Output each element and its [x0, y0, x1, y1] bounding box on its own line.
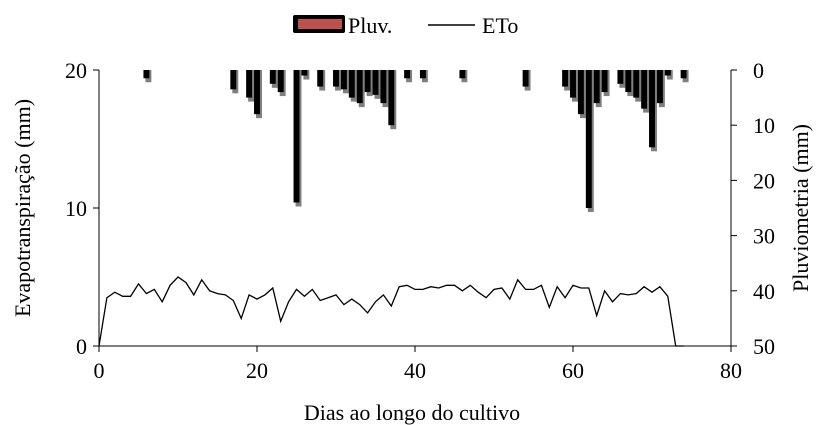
rain-bar	[459, 70, 466, 79]
rain-bar	[562, 70, 569, 87]
right-y-tick-label: 0	[753, 58, 764, 83]
axes	[98, 70, 732, 347]
rain-bar	[230, 70, 237, 90]
legend-label-eto: ETo	[482, 13, 518, 38]
rain-bar	[625, 70, 632, 93]
right-y-tick-label: 30	[753, 224, 775, 249]
rain-bar	[601, 70, 608, 93]
right-y-tick-label: 10	[753, 113, 775, 138]
legend-swatch-pluv-inner	[298, 19, 342, 29]
rain-bar	[593, 70, 600, 104]
legend: Pluv. ETo	[293, 13, 518, 38]
x-tick-label: 80	[720, 358, 742, 383]
x-tick-label: 60	[562, 358, 584, 383]
rain-bar	[317, 70, 324, 87]
rain-bar	[356, 70, 363, 104]
left-y-tick-label: 10	[65, 196, 87, 221]
rain-bar	[364, 70, 371, 93]
rain-bar	[404, 70, 411, 79]
rain-bar	[570, 70, 576, 98]
rain-bar	[348, 70, 355, 98]
rain-bar	[333, 70, 339, 87]
rain-bar	[577, 70, 584, 115]
x-tick-label: 0	[94, 358, 105, 383]
rain-bar	[246, 70, 253, 98]
rain-bar	[585, 70, 592, 208]
right-y-tick-label: 20	[753, 168, 775, 193]
rain-bar	[419, 70, 426, 79]
ticks: 0 20 40 60 80 0 10 20 0 10 20 30 40 50	[65, 58, 775, 383]
rain-bar	[340, 70, 347, 90]
left-y-tick-label: 20	[65, 58, 87, 83]
rain-bar	[293, 70, 300, 203]
rain-bar	[254, 70, 260, 115]
x-tick-label: 40	[404, 358, 426, 383]
right-y-axis-title: Pluviometria (mm)	[788, 124, 813, 292]
rain-bar	[633, 70, 640, 98]
eto-series-line	[98, 276, 684, 347]
x-axis-title: Dias ao longo do cultivo	[304, 400, 520, 425]
rain-bar	[617, 70, 624, 84]
rain-bar	[388, 70, 395, 126]
rain-bar	[680, 70, 687, 79]
rain-bar	[269, 70, 276, 84]
rain-bar	[143, 70, 150, 79]
right-y-tick-label: 50	[753, 334, 775, 359]
rain-bar	[277, 70, 284, 93]
rain-bar	[301, 70, 308, 76]
right-y-tick-label: 40	[753, 279, 775, 304]
x-tick-label: 20	[246, 358, 268, 383]
rain-bar	[649, 70, 655, 148]
rainfall-bars	[143, 70, 689, 212]
rain-bar	[372, 70, 379, 95]
rain-bar	[656, 70, 663, 104]
eto-line	[98, 276, 684, 347]
legend-label-pluv: Pluv.	[348, 13, 392, 38]
rain-bar	[522, 70, 529, 87]
rain-bar	[380, 70, 387, 104]
rain-bar	[664, 70, 671, 76]
left-y-tick-label: 0	[76, 334, 87, 359]
rain-bar	[641, 70, 648, 109]
left-y-axis-title: Evapotranspiração (mm)	[10, 99, 35, 317]
